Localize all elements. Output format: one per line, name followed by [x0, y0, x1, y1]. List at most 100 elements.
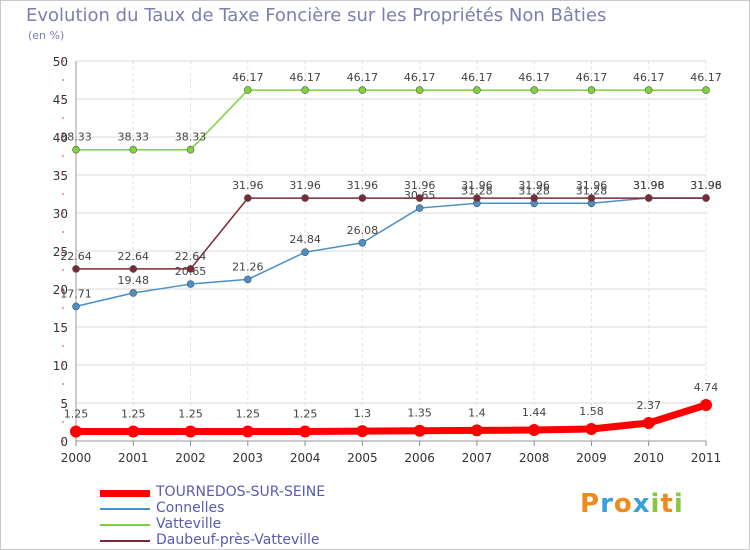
data-label: 46.17: [404, 71, 436, 84]
data-point: [415, 86, 424, 94]
y-tick-label: 10: [53, 359, 68, 373]
data-point: [642, 416, 655, 429]
data-label: 22.64: [118, 250, 150, 263]
data-label: 46.17: [633, 71, 665, 84]
data-label: 31.96: [633, 179, 665, 192]
data-label: 22.64: [175, 250, 207, 263]
data-label: 31.96: [461, 179, 493, 192]
data-label: 31.96: [347, 179, 379, 192]
data-label: 21.26: [232, 260, 264, 273]
data-label: 2.37: [636, 399, 661, 412]
y-tick-label: 35: [53, 169, 68, 183]
legend-label: Vatteville: [156, 516, 222, 532]
data-label: 31.28: [518, 184, 550, 197]
data-point: [129, 289, 138, 297]
data-point: [413, 424, 426, 437]
data-label: 24.84: [289, 233, 321, 246]
data-point: [587, 86, 596, 94]
data-label: 31.28: [461, 184, 493, 197]
y-tick-label: 15: [53, 321, 68, 335]
x-tick-label: 2002: [175, 451, 206, 465]
y-tick-label: 50: [53, 55, 68, 69]
data-label: 1.58: [579, 405, 604, 418]
legend-label: Connelles: [156, 500, 225, 516]
x-tick-label: 2008: [519, 451, 550, 465]
data-label: 1.25: [293, 408, 318, 421]
data-label: 1.25: [236, 408, 261, 421]
data-label: 1.25: [64, 408, 89, 421]
series-line-1: [75, 197, 706, 308]
logo-letter: t: [660, 489, 674, 519]
data-point: [585, 422, 598, 435]
x-tick-label: 2003: [233, 451, 264, 465]
data-label: 31.98: [690, 179, 722, 192]
x-tick-label: 2010: [633, 451, 664, 465]
data-label: 46.17: [347, 71, 379, 84]
data-label: 46.17: [232, 71, 264, 84]
data-label: 1.25: [178, 408, 203, 421]
logo-letter: i: [650, 489, 661, 519]
data-point: [530, 194, 538, 202]
data-label: 31.96: [690, 179, 722, 192]
data-point: [528, 424, 541, 437]
data-label: 31.98: [633, 179, 665, 192]
data-point: [700, 398, 712, 411]
y-tick-label: 30: [53, 207, 68, 221]
data-label: 1.3: [354, 407, 372, 420]
data-label: 31.96: [518, 179, 550, 192]
data-point: [587, 194, 596, 202]
data-label: 46.17: [461, 71, 493, 84]
data-point: [473, 194, 481, 202]
data-point: [70, 425, 82, 438]
data-point: [129, 265, 138, 273]
series-line-2: [76, 89, 706, 151]
data-point: [244, 86, 252, 94]
data-label: 4.74: [694, 381, 719, 394]
legend-label: TOURNEDOS-SUR-SEINE: [156, 484, 326, 500]
data-point: [358, 86, 367, 94]
data-point: [299, 425, 312, 438]
data-point: [644, 194, 653, 202]
data-point: [356, 425, 369, 438]
x-tick-label: 2009: [576, 451, 607, 465]
data-label: 1.25: [121, 408, 146, 421]
data-point: [72, 302, 80, 311]
data-label: 19.48: [118, 274, 150, 287]
data-label: 38.33: [175, 131, 207, 144]
legend-swatch: [100, 540, 150, 542]
data-label: 22.64: [60, 250, 92, 263]
data-label: 46.17: [690, 71, 722, 84]
x-tick-label: 2001: [118, 451, 149, 465]
data-point: [301, 248, 309, 257]
data-point: [72, 145, 80, 154]
legend-label: Daubeuf-près-Vatteville: [156, 532, 320, 548]
data-point: [72, 265, 80, 273]
legend-swatch: [100, 508, 150, 510]
x-tick-label: 2007: [462, 451, 493, 465]
logo-letter: o: [613, 489, 633, 519]
data-point: [358, 194, 367, 202]
data-point: [129, 145, 138, 154]
proxiti-logo: Proxiti: [580, 489, 684, 519]
y-tick-label: 0: [60, 435, 68, 449]
y-tick-label: 5: [60, 397, 68, 411]
data-point: [244, 194, 252, 202]
data-label: 46.17: [518, 71, 550, 84]
data-point: [301, 194, 309, 202]
logo-letter: x: [632, 489, 651, 519]
data-point: [186, 145, 195, 154]
y-tick-label: 40: [53, 131, 68, 145]
logo-letter: P: [580, 489, 601, 519]
y-tick-label: 20: [53, 283, 68, 297]
data-label: 46.17: [289, 71, 321, 84]
data-label: 26.08: [347, 224, 379, 237]
y-tick-label: 25: [53, 245, 68, 259]
data-label: 31.96: [289, 179, 321, 192]
data-label: 1.44: [522, 406, 547, 419]
x-tick-label: 2006: [404, 451, 435, 465]
data-point: [702, 86, 710, 94]
logo-letter: r: [600, 489, 614, 519]
data-label: 31.28: [576, 184, 608, 197]
series-line-0: [76, 401, 708, 435]
